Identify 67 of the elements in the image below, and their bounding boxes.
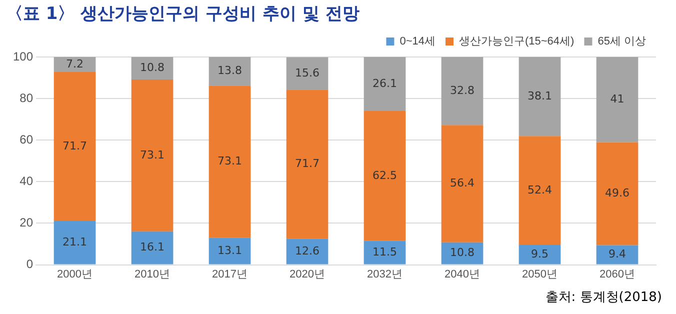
bar (518, 245, 561, 264)
data-label: 73.1 (218, 154, 242, 168)
x-tick-label: 2040년 (444, 268, 480, 280)
data-label: 71.7 (295, 156, 320, 170)
y-tick-label: 20 (20, 216, 34, 230)
source-note: 출처: 통계청(2018) (545, 289, 662, 306)
x-tick-label: 2017년 (212, 268, 248, 280)
x-tick-label: 2000년 (57, 268, 93, 280)
y-tick-label: 100 (12, 49, 34, 64)
x-tick-label: 2010년 (134, 268, 170, 280)
x-tick-label: 2060년 (600, 268, 635, 280)
data-label: 10.8 (140, 61, 165, 74)
bar (596, 57, 638, 142)
data-label: 15.6 (295, 66, 320, 80)
data-label: 71.7 (62, 139, 88, 152)
data-label: 26.1 (372, 76, 398, 90)
data-label: 56.4 (450, 176, 475, 190)
data-label: 7.2 (66, 57, 84, 70)
bar (131, 57, 174, 80)
bar (364, 240, 406, 264)
bar (364, 111, 406, 241)
bar (364, 57, 406, 112)
bar (54, 57, 96, 72)
y-tick-label: 40 (20, 174, 34, 188)
data-label: 38.1 (528, 89, 552, 102)
y-tick-label: 0 (26, 257, 34, 272)
bar (54, 220, 96, 264)
data-label: 49.6 (605, 186, 630, 200)
bar (441, 242, 484, 264)
bar (441, 57, 484, 126)
data-label: 32.8 (450, 84, 475, 97)
data-label: 12.6 (295, 244, 320, 258)
bar (286, 90, 328, 239)
data-label: 13.8 (218, 64, 242, 78)
x-tick-label: 2020년 (290, 268, 326, 280)
chart-title: 〈표 1〉 생산가능인구의 구성비 추이 및 전망 (6, 3, 360, 25)
x-tick-label: 2032년 (367, 268, 402, 280)
bar (596, 142, 638, 246)
data-label: 11.5 (372, 245, 398, 258)
bar (441, 125, 484, 242)
bar (54, 72, 96, 221)
bar (131, 231, 174, 264)
y-tick-label: 60 (20, 132, 34, 146)
bar (518, 136, 561, 246)
data-label: 16.1 (140, 240, 165, 254)
bar (131, 79, 174, 232)
bar (208, 57, 251, 86)
data-label: 21.1 (62, 235, 88, 248)
legend-label: 65세 이상 (598, 36, 646, 48)
data-label: 52.4 (528, 183, 552, 196)
legend-label: 생산가능인구(15~64세) (458, 36, 574, 48)
data-label: 10.8 (450, 246, 475, 260)
x-tick-label: 2050년 (522, 268, 558, 280)
bar (286, 57, 328, 90)
data-label: 9.4 (608, 248, 626, 261)
bar (286, 238, 328, 264)
bar (208, 86, 251, 238)
data-label: 9.5 (531, 248, 549, 261)
bar (208, 238, 251, 264)
bar (518, 57, 561, 136)
bar (596, 245, 638, 264)
data-label: 73.1 (140, 148, 165, 162)
data-label: 62.5 (372, 168, 398, 182)
data-label: 41 (610, 92, 624, 106)
legend-label: 0~14세 (400, 36, 436, 48)
y-tick-label: 80 (20, 90, 34, 105)
data-label: 13.1 (218, 244, 242, 257)
